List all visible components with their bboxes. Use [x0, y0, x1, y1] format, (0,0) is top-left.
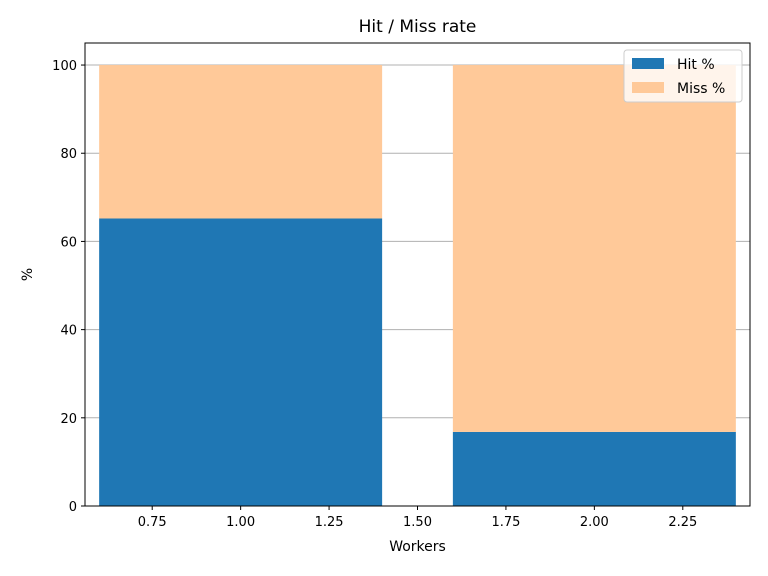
- axis-ticks: 0 20 40 60 80 100 0.75 1.00 1.25 1.50 1.75 2.00 2.25: [52, 59, 697, 530]
- x-tick-label-6: 2.25: [668, 515, 697, 530]
- y-tick-label-4: 80: [60, 147, 77, 162]
- legend-swatch-hit: [632, 58, 664, 69]
- x-tick-label-4: 1.75: [491, 515, 520, 530]
- x-tick-label-2: 1.25: [315, 515, 344, 530]
- x-tick-label-5: 2.00: [580, 515, 609, 530]
- x-tick-label-0: 0.75: [138, 515, 167, 530]
- bar-miss-1: [99, 65, 383, 219]
- chart-title: Hit / Miss rate: [359, 17, 477, 37]
- legend-swatch-miss: [632, 82, 664, 93]
- y-tick-label-0: 0: [69, 500, 77, 515]
- bar-miss-2: [452, 65, 736, 432]
- bar-hit-2: [452, 431, 736, 506]
- x-axis-label: Workers: [389, 539, 446, 555]
- y-tick-label-5: 100: [52, 59, 77, 74]
- legend-label-miss: Miss %: [677, 81, 725, 97]
- bars: [99, 65, 736, 506]
- y-axis-label: %: [20, 268, 36, 281]
- legend: Hit % Miss %: [623, 49, 743, 103]
- y-tick-label-2: 40: [60, 324, 77, 339]
- x-tick-label-3: 1.50: [403, 515, 432, 530]
- y-tick-label-3: 60: [60, 235, 77, 250]
- x-tick-label-1: 1.00: [226, 515, 255, 530]
- legend-label-hit: Hit %: [677, 57, 715, 73]
- y-tick-label-1: 20: [60, 412, 77, 427]
- bar-hit-1: [99, 218, 383, 506]
